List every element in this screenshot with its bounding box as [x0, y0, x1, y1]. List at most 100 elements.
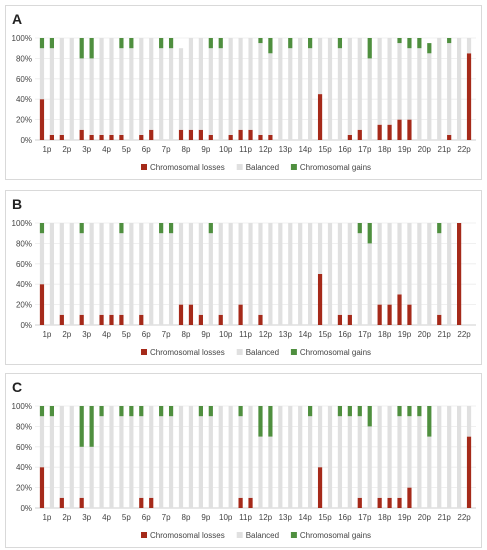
bar-loss-11p [238, 129, 243, 140]
bar-gain-5q [129, 406, 134, 417]
x-tick-label: 10p [219, 330, 233, 339]
x-tick-label: 6p [142, 330, 151, 339]
bar-balanced-14q [308, 416, 313, 508]
bar-balanced-7p [159, 416, 164, 508]
bar-balanced-18p [377, 38, 382, 125]
bar-gain-19p [397, 406, 402, 417]
bar-loss-1q [49, 134, 54, 140]
x-tick-label: 3p [82, 513, 91, 522]
bar-balanced-3p [79, 233, 84, 315]
chart-svg: 0% 20% 40% 60% 80% 100% 1p 2p 3p 4p 5p 6p 7p 8p 9p 10p 1… [12, 34, 476, 172]
bar-balanced-11p [238, 223, 243, 305]
bar-balanced-17q [367, 58, 372, 140]
bar-balanced-6p [139, 223, 144, 315]
x-tick-label: 18p [378, 330, 392, 339]
bar-balanced-13p [278, 406, 283, 508]
bar-gain-20q [427, 406, 432, 437]
bar-balanced-21p [437, 38, 442, 140]
bar-balanced-18q [387, 406, 392, 498]
bar-balanced-12q [268, 53, 273, 135]
bar-loss-15p [317, 274, 323, 325]
x-tick-label: 14p [298, 330, 312, 339]
bar-loss-19q [407, 119, 412, 140]
chart-svg: 0% 20% 40% 60% 80% 100% 1p 2p 3p 4p 5p 6p 7p 8p 9p 10p 1… [12, 402, 476, 540]
x-tick-label: 3p [82, 145, 91, 154]
x-tick-label: 6p [142, 513, 151, 522]
bar-loss-16p [337, 314, 343, 325]
bar-balanced-19p [397, 416, 402, 498]
bar-loss-1p [39, 467, 45, 508]
bar-loss-19q [407, 304, 412, 325]
bar-gain-19q [407, 38, 412, 49]
bar-balanced-22p [457, 38, 462, 140]
bar-gain-7q [168, 223, 174, 234]
x-tick-label: 1p [42, 513, 51, 522]
bar-loss-19p [397, 119, 402, 140]
x-tick-label: 4p [102, 330, 111, 339]
bar-gain-7q [168, 406, 174, 417]
bar-gain-1p [39, 223, 45, 234]
bar-balanced-5q [129, 48, 134, 141]
bar-balanced-9q [208, 48, 213, 135]
bar-balanced-5q [129, 416, 134, 508]
bar-gain-9q [208, 223, 213, 234]
bar-loss-11q [248, 129, 253, 140]
bar-balanced-12p [258, 223, 263, 315]
bar-gain-3p [79, 406, 84, 447]
bar-balanced-13q [288, 48, 293, 141]
legend-label: Chromosomal gains [300, 348, 371, 357]
bar-balanced-6q [149, 406, 154, 498]
bar-balanced-20q [427, 53, 432, 140]
bar-balanced-14p [298, 223, 303, 325]
bar-balanced-1p [39, 416, 45, 468]
x-tick-label: 10p [219, 145, 233, 154]
bar-balanced-6p [139, 416, 144, 498]
bar-loss-10q [228, 134, 233, 140]
chart-svg: 0% 20% 40% 60% 80% 100% 1p 2p 3p 4p 5p 6p 7p 8p 9p 10p 1… [12, 219, 476, 357]
bar-balanced-9p [198, 416, 203, 508]
bar-balanced-20q [427, 436, 432, 508]
bar-balanced-17p [357, 38, 362, 130]
legend-label: Chromosomal gains [300, 531, 371, 540]
bar-gain-16p [337, 38, 343, 49]
bar-loss-11p [238, 497, 243, 508]
bar-balanced-5p [119, 416, 124, 508]
bar-gain-12p [258, 38, 263, 44]
bar-loss-15p [317, 94, 323, 140]
bar-balanced-14p [298, 406, 303, 508]
bar-balanced-18p [377, 406, 382, 498]
bar-gain-11p [238, 406, 243, 417]
bar-balanced-1q [49, 223, 54, 325]
bar-balanced-16q [347, 38, 352, 135]
bar-balanced-20q [427, 223, 432, 325]
bar-balanced-22p [457, 406, 462, 508]
bar-balanced-18q [387, 223, 392, 305]
y-tick-label: 100% [12, 402, 32, 411]
bar-balanced-10q [228, 38, 233, 135]
bar-loss-4q [109, 314, 114, 325]
bar-loss-21p [437, 314, 442, 325]
bar-loss-22q [466, 436, 472, 508]
bar-balanced-8p [178, 223, 184, 305]
bar-loss-2p [59, 134, 64, 140]
y-tick-label: 20% [16, 484, 32, 493]
x-tick-label: 17p [358, 330, 372, 339]
bar-balanced-10q [228, 223, 233, 325]
bar-balanced-8q [188, 38, 194, 130]
bar-balanced-19q [407, 48, 412, 120]
y-tick-label: 20% [16, 301, 32, 310]
bar-gain-12q [268, 406, 273, 437]
y-tick-label: 0% [20, 321, 32, 330]
bar-loss-9p [198, 129, 203, 140]
x-tick-label: 20p [418, 145, 432, 154]
bar-balanced-14q [308, 223, 313, 325]
bar-gain-12p [258, 406, 263, 437]
bar-balanced-19p [397, 43, 402, 120]
bar-gain-3p [79, 38, 84, 59]
bar-loss-2p [59, 497, 64, 508]
bar-loss-8q [188, 304, 194, 325]
bar-gain-7p [159, 38, 164, 49]
panel-label: A [12, 11, 23, 27]
x-tick-label: 16p [338, 145, 352, 154]
bar-gain-14q [308, 406, 313, 417]
